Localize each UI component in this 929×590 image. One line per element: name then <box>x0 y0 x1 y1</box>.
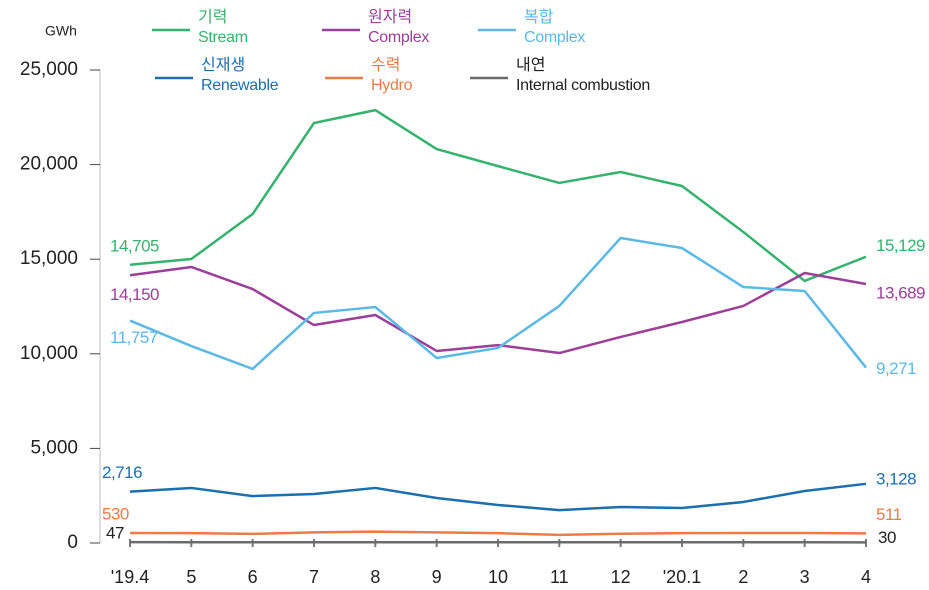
series-line <box>129 236 867 371</box>
y-tick-label: 5,000 <box>30 437 78 458</box>
value-label: 14,705 <box>110 236 159 255</box>
legend-sublabel: Renewable <box>201 77 279 94</box>
legend-label: 수력 <box>371 56 400 74</box>
value-label: 9,271 <box>876 359 916 378</box>
series-line <box>129 108 867 283</box>
x-tick-label: '20.1 <box>663 567 701 587</box>
y-tick-label: 10,000 <box>20 343 78 364</box>
legend-label: 복합 <box>524 8 554 26</box>
x-tick-label: 12 <box>611 567 631 587</box>
y-tick-label: 25,000 <box>20 59 78 80</box>
x-tick-label: 2 <box>738 567 748 587</box>
x-tick-label: 7 <box>309 567 319 587</box>
x-tick-label: 8 <box>370 567 380 587</box>
y-tick-label: 15,000 <box>20 248 78 269</box>
legend-label: 기력 <box>198 8 227 26</box>
legend-sublabel: Stream <box>198 29 248 46</box>
legend-label: 신재생 <box>201 56 245 74</box>
x-tick-label: 3 <box>800 567 810 587</box>
x-tick-label: 6 <box>248 567 258 587</box>
x-tick-label: 9 <box>432 567 442 587</box>
value-label: 15,129 <box>876 236 925 255</box>
x-tick-label: 4 <box>861 567 871 587</box>
y-tick-label: 20,000 <box>20 154 78 175</box>
legend-label: 내연 <box>516 56 545 74</box>
x-tick-label: '19.4 <box>111 567 149 587</box>
value-label: 13,689 <box>876 283 925 302</box>
legend-label: 원자력 <box>368 8 412 26</box>
legend-sublabel: Internal combustion <box>516 77 650 94</box>
x-tick-label: 11 <box>550 567 569 587</box>
value-label: 47 <box>106 524 124 543</box>
value-label: 30 <box>878 528 896 547</box>
x-tick-label: 10 <box>488 567 508 587</box>
y-tick-label: 0 <box>67 532 78 553</box>
legend-sublabel: Hydro <box>371 77 413 94</box>
series-line <box>129 482 867 512</box>
legend-sublabel: Complex <box>368 29 429 46</box>
value-label: 3,128 <box>876 469 916 488</box>
value-label: 11,757 <box>110 328 158 347</box>
series-line <box>129 265 867 355</box>
value-label: 530 <box>102 504 129 523</box>
value-label: 511 <box>876 505 902 524</box>
value-label: 14,150 <box>110 285 159 304</box>
y-axis-unit: GWh <box>45 23 77 39</box>
value-label: 2,716 <box>102 463 142 482</box>
series-line <box>129 530 867 537</box>
x-tick-label: 5 <box>186 567 196 587</box>
legend-sublabel: Complex <box>524 29 585 46</box>
